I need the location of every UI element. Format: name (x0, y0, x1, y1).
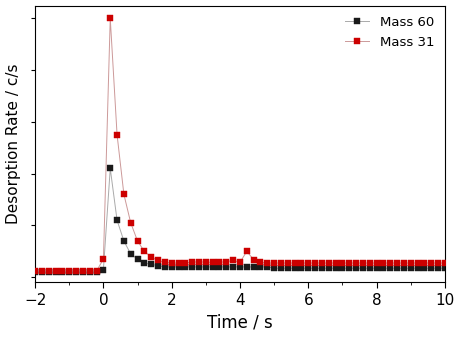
Mass 60 (182, 265, 188, 269)
Mass 31 (285, 261, 290, 265)
Y-axis label: Desorption Rate / c/s: Desorption Rate / c/s (6, 64, 21, 224)
Mass 31 (121, 192, 126, 196)
Mass 60 (107, 166, 113, 171)
Mass 60 (32, 270, 38, 274)
Mass 31 (107, 16, 113, 20)
Mass 31 (32, 269, 38, 273)
Mass 31 (134, 239, 140, 243)
X-axis label: Time / s: Time / s (207, 313, 272, 332)
Mass 31 (393, 261, 399, 265)
Mass 31 (441, 261, 447, 265)
Mass 60 (134, 257, 140, 261)
Mass 31 (257, 260, 263, 264)
Line: Mass 60: Mass 60 (32, 166, 447, 275)
Mass 60 (441, 266, 447, 270)
Line: Mass 31: Mass 31 (32, 16, 447, 274)
Mass 31 (182, 261, 188, 265)
Mass 60 (393, 266, 399, 270)
Mass 60 (257, 265, 263, 269)
Mass 60 (121, 239, 126, 243)
Mass 60 (285, 266, 290, 270)
Legend: Mass 60, Mass 31: Mass 60, Mass 31 (341, 12, 437, 53)
